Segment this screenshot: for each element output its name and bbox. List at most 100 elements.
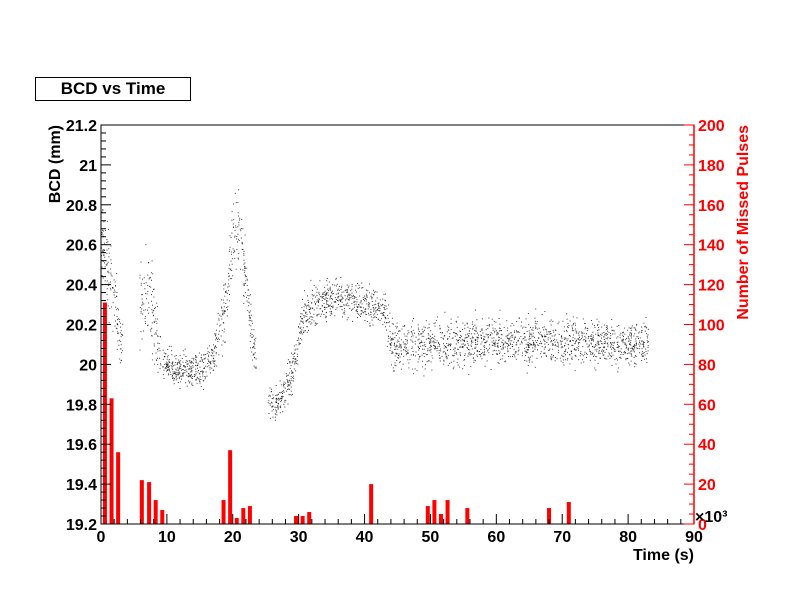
scatter-point <box>214 335 216 337</box>
scatter-point <box>268 394 270 396</box>
scatter-point <box>173 378 175 379</box>
scatter-point <box>513 341 515 343</box>
scatter-point <box>370 311 372 313</box>
scatter-point <box>530 338 532 340</box>
scatter-point <box>587 346 589 348</box>
scatter-point <box>594 325 595 327</box>
y2-tick-label: 40 <box>698 437 716 454</box>
scatter-point <box>186 363 188 365</box>
scatter-point <box>290 390 292 392</box>
missed-pulse-bar <box>307 512 312 524</box>
scatter-point <box>324 293 326 295</box>
scatter-point <box>398 331 400 333</box>
scatter-point <box>334 315 336 317</box>
scatter-point <box>114 314 115 316</box>
scatter-point <box>456 339 458 341</box>
scatter-point <box>418 356 420 358</box>
scatter-point <box>119 362 121 364</box>
scatter-point <box>288 394 290 396</box>
scatter-point <box>617 347 619 349</box>
scatter-point <box>164 367 166 369</box>
scatter-point <box>525 350 527 352</box>
scatter-point <box>204 376 206 378</box>
scatter-point <box>272 416 274 418</box>
scatter-point <box>180 364 182 366</box>
scatter-point <box>322 311 323 313</box>
scatter-point <box>403 349 405 351</box>
scatter-point <box>379 299 381 301</box>
scatter-point <box>178 371 180 373</box>
scatter-point <box>502 347 504 349</box>
scatter-point <box>165 353 167 355</box>
scatter-point <box>566 359 568 361</box>
scatter-point <box>507 348 508 350</box>
scatter-point <box>377 310 379 312</box>
scatter-point <box>471 337 473 339</box>
scatter-point <box>528 324 530 326</box>
scatter-point <box>398 345 400 347</box>
scatter-point <box>541 335 543 337</box>
scatter-point <box>606 338 608 340</box>
scatter-point <box>337 296 339 298</box>
scatter-point <box>591 354 593 356</box>
scatter-point <box>232 223 234 225</box>
scatter-point <box>504 361 506 363</box>
scatter-point <box>473 357 475 359</box>
scatter-point <box>417 327 419 329</box>
scatter-point <box>192 362 194 364</box>
scatter-point <box>553 344 555 346</box>
scatter-point <box>544 346 546 348</box>
scatter-point <box>299 328 301 329</box>
scatter-point <box>581 331 583 333</box>
scatter-point <box>466 340 468 342</box>
scatter-point <box>156 306 158 307</box>
scatter-point <box>502 355 504 357</box>
y2-tick-label: 100 <box>698 318 725 335</box>
scatter-point <box>145 292 147 294</box>
scatter-point <box>206 353 208 355</box>
scatter-point <box>459 337 461 338</box>
scatter-point <box>462 346 464 347</box>
scatter-point <box>572 316 574 318</box>
scatter-point <box>363 295 365 297</box>
scatter-point <box>497 346 499 348</box>
scatter-point <box>392 339 394 341</box>
scatter-point <box>639 352 641 354</box>
scatter-point <box>503 327 505 328</box>
scatter-point <box>370 314 372 316</box>
scatter-point <box>305 312 307 314</box>
scatter-point <box>557 352 559 354</box>
scatter-point <box>541 336 543 338</box>
scatter-point <box>586 343 588 345</box>
scatter-point <box>423 326 425 328</box>
scatter-point <box>270 395 271 397</box>
scatter-point <box>503 343 505 345</box>
scatter-point <box>171 364 173 366</box>
scatter-point <box>241 219 243 220</box>
scatter-point <box>243 283 245 285</box>
scatter-point <box>532 340 534 342</box>
scatter-point <box>119 358 121 360</box>
scatter-point <box>172 361 174 363</box>
scatter-point <box>406 340 408 342</box>
scatter-point <box>478 334 479 336</box>
scatter-point <box>549 320 551 322</box>
scatter-point <box>389 312 391 314</box>
scatter-point <box>414 343 416 345</box>
scatter-point <box>643 346 645 348</box>
scatter-point <box>389 325 391 327</box>
scatter-point <box>574 349 576 351</box>
scatter-point <box>218 338 220 340</box>
scatter-point <box>528 337 530 339</box>
scatter-point <box>152 310 154 312</box>
scatter-point <box>612 347 614 349</box>
scatter-point <box>527 356 529 358</box>
scatter-point <box>218 354 220 356</box>
scatter-point <box>444 335 446 336</box>
scatter-point <box>144 318 146 319</box>
scatter-point <box>207 351 209 353</box>
scatter-point <box>520 325 522 327</box>
scatter-point <box>201 360 203 362</box>
scatter-point <box>198 370 199 371</box>
scatter-point <box>464 345 466 346</box>
